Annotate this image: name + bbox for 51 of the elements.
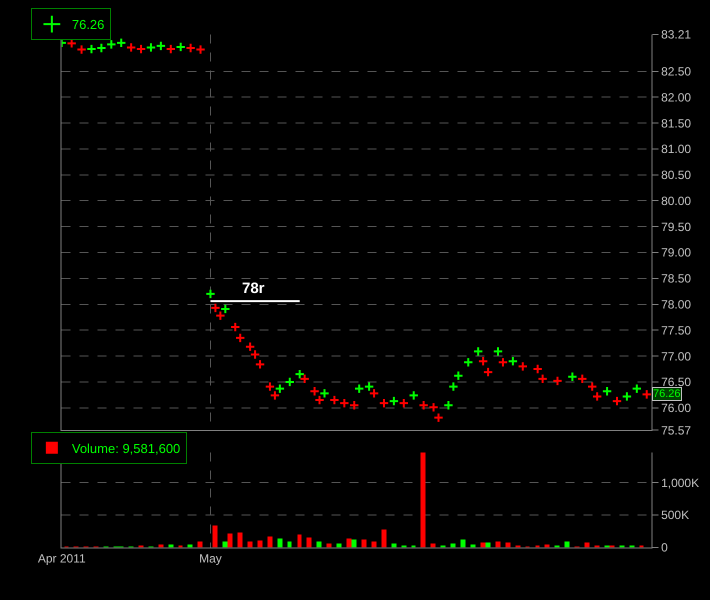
bar <box>306 537 312 548</box>
bar <box>460 539 466 548</box>
bar <box>198 541 203 548</box>
bar <box>486 542 491 548</box>
bar <box>258 540 263 548</box>
bar <box>268 536 273 548</box>
bar <box>372 541 377 548</box>
y-tick-label: 83.21 <box>661 28 692 42</box>
bar <box>212 525 218 548</box>
y-tick-label: 500K <box>661 508 690 522</box>
bar <box>496 541 501 548</box>
bar <box>420 452 426 548</box>
legend-label: 76.26 <box>72 17 104 32</box>
bar <box>584 542 590 548</box>
y-tick-label: 81.50 <box>661 116 692 130</box>
y-tick-label: 80.50 <box>661 168 692 182</box>
bar <box>278 538 283 548</box>
y-tick-label: 79.50 <box>661 220 692 234</box>
y-tick-label: 79.00 <box>661 246 692 260</box>
x-tick-label: Apr 2011 <box>38 552 86 566</box>
y-tick-label: 78.50 <box>661 272 692 286</box>
y-tick-label: 77.50 <box>661 323 692 338</box>
y-tick-label: 75.57 <box>661 423 692 438</box>
y-tick-label: 0 <box>661 540 668 554</box>
bar <box>238 532 243 548</box>
bar <box>346 538 352 548</box>
y-tick-label: 77.00 <box>661 349 692 364</box>
y-tick-label: 76.50 <box>661 375 692 390</box>
y-tick-label: 82.50 <box>661 64 692 78</box>
bar <box>222 541 228 548</box>
bar <box>362 539 367 548</box>
bar <box>564 541 570 548</box>
bar <box>352 539 357 548</box>
y-tick-label: 78.00 <box>661 297 692 312</box>
y-tick-label: 81.00 <box>661 142 692 156</box>
y-tick-label: 76.00 <box>661 401 692 416</box>
bar <box>480 542 486 548</box>
bar <box>228 533 233 548</box>
annotation: 76.26 <box>653 388 681 400</box>
y-tick-label: 82.00 <box>661 90 692 104</box>
y-tick-label: 80.00 <box>661 194 692 208</box>
bar <box>298 534 302 548</box>
bar <box>248 541 253 548</box>
bar <box>382 529 387 548</box>
bar <box>316 541 322 548</box>
bar <box>506 542 511 548</box>
legend-label: Volume: 9,581,600 <box>72 440 180 456</box>
y-tick-label: 1,000K <box>661 476 700 490</box>
x-tick-label: May <box>199 552 222 566</box>
bar <box>288 541 292 548</box>
series-label: 78r <box>242 280 265 297</box>
